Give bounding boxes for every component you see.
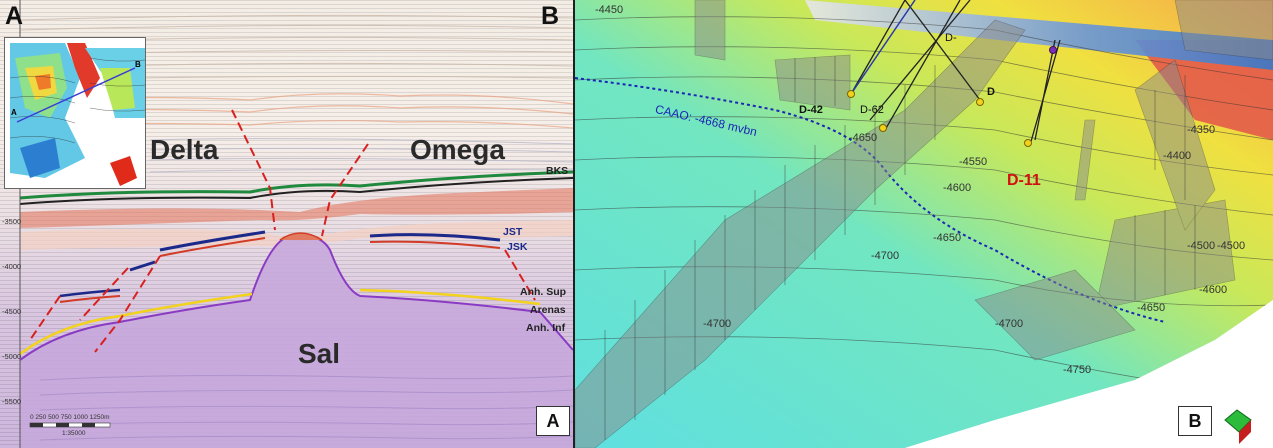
contour-label: -4600: [943, 182, 972, 194]
depth-tick: -4000: [2, 262, 22, 271]
well-label-d-top: D-: [945, 32, 957, 44]
well-label-d62: D-62: [860, 104, 884, 116]
contour-label: -4350: [1187, 124, 1216, 136]
contour-label: -4550: [959, 156, 988, 168]
contour-label: -4700: [703, 318, 732, 330]
contour-label: -4750: [1063, 364, 1092, 376]
horizon-jsk: JSK: [507, 241, 528, 253]
salt-label: Sal: [298, 338, 341, 369]
contour-label: -4500: [1217, 240, 1246, 252]
contour-label: -4700: [871, 250, 900, 262]
panel-divider: [573, 0, 575, 448]
orientation-icon: [1224, 409, 1252, 444]
depth-tick: -3500: [2, 217, 22, 226]
contour-label: -4650: [849, 132, 878, 144]
delta-label: Delta: [150, 134, 219, 165]
horizon-bks: BKS: [546, 165, 569, 177]
section-start-label: A: [5, 2, 24, 30]
panel-a-tag: A: [536, 406, 570, 436]
horizon-arenas: Arenas: [530, 304, 566, 316]
scale-ratio: 1:35000: [62, 430, 86, 437]
omega-label: Omega: [410, 134, 505, 165]
depth-tick: -5500: [2, 397, 22, 406]
inset-location-map: A B: [4, 37, 146, 189]
scale-bar-label: 0 250 500 750 1000 1250m: [30, 414, 110, 421]
contour-label: -4500: [1187, 240, 1216, 252]
horizon-jst: JST: [503, 226, 523, 238]
well-label-d11: D-11: [1007, 172, 1041, 189]
panel-b-tag: B: [1178, 406, 1212, 436]
well-label-d: D: [987, 86, 995, 98]
section-end-label: B: [541, 2, 560, 30]
contour-label: -4700: [995, 318, 1024, 330]
contour-label: -4450: [595, 4, 624, 16]
contour-label: -4600: [1199, 284, 1228, 296]
horizon-anh-inf: Anh. Inf: [526, 322, 566, 334]
horizon-anh-sup: Anh. Sup: [520, 286, 567, 298]
contour-label: -4650: [1137, 302, 1166, 314]
depth-tick: -5000: [2, 352, 22, 361]
inset-start-label: A: [11, 108, 17, 117]
inset-end-label: B: [135, 60, 141, 69]
contour-label: -4400: [1163, 150, 1192, 162]
inset-map-graphic: [5, 38, 145, 188]
contour-label: -4650: [933, 232, 962, 244]
3d-model-panel: CAAO: -4668 mvbn D-42 D-62 D D- D-11 -47…: [575, 0, 1273, 448]
well-label-d42: D-42: [799, 104, 823, 116]
seismic-section-panel: A B A B Delta Omega Sal BK: [0, 0, 573, 448]
3d-model-graphic: [575, 0, 1273, 448]
depth-tick: -4500: [2, 307, 22, 316]
